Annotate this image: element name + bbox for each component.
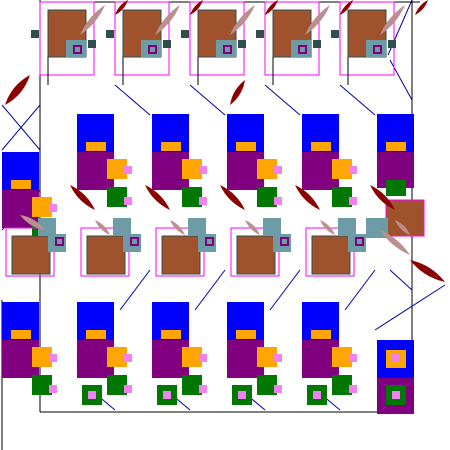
- top-slate-square: [331, 30, 339, 38]
- orange-tab: [86, 142, 106, 151]
- mid-brown-tile: [12, 236, 50, 274]
- mid-teal-step-upper: [188, 218, 206, 236]
- top-brown-tile-row: [31, 2, 396, 85]
- pink-dot: [349, 166, 357, 174]
- top-teal-notch: [141, 40, 161, 57]
- leaf: [230, 80, 245, 105]
- connector-line: [390, 60, 412, 100]
- pink-dot: [199, 385, 207, 393]
- top-teal-notch: [366, 40, 386, 57]
- orange-tab: [386, 142, 406, 151]
- green-square: [386, 180, 406, 196]
- connector-line: [390, 270, 412, 290]
- orange-tab: [311, 330, 331, 339]
- pink-dot: [274, 166, 282, 174]
- mid-brown-tile: [87, 236, 125, 274]
- top-teal-notch: [216, 40, 236, 57]
- orange-tab: [311, 142, 331, 151]
- leaf: [410, 260, 445, 282]
- pink-dot: [124, 197, 132, 205]
- connector-line: [265, 85, 300, 115]
- orange-tab: [236, 330, 256, 339]
- mid-brown-tile: [237, 236, 275, 274]
- pink-dot: [124, 354, 132, 362]
- top-teal-notch: [291, 40, 311, 57]
- pink-dot-bottom: [313, 391, 321, 399]
- pink-dot: [199, 197, 207, 205]
- pink-dot: [199, 166, 207, 174]
- top-slate-square-right: [88, 40, 96, 48]
- mid-teal-step-upper: [338, 218, 356, 236]
- connector-line: [190, 85, 225, 115]
- outer-frame: [2, 0, 420, 450]
- pink-dot: [274, 354, 282, 362]
- pink-dot: [49, 385, 57, 393]
- orange-tab: [86, 330, 106, 339]
- pink-dot: [392, 354, 400, 362]
- lower-blue-module-row: [2, 302, 414, 414]
- pink-dot-bottom: [88, 391, 96, 399]
- pink-dot: [124, 166, 132, 174]
- top-slate-square: [256, 30, 264, 38]
- orange-tab: [11, 180, 31, 189]
- top-slate-square: [181, 30, 189, 38]
- pink-dot: [199, 354, 207, 362]
- pink-dot: [49, 204, 57, 212]
- pink-dot-bottom: [163, 391, 171, 399]
- mid-teal-step-upper: [113, 218, 131, 236]
- pink-dot: [349, 197, 357, 205]
- top-teal-notch: [66, 40, 86, 57]
- orange-tab: [161, 142, 181, 151]
- pink-dot: [349, 354, 357, 362]
- pink-dot: [274, 197, 282, 205]
- middle-brown-tile-row: [6, 200, 424, 276]
- connector-line: [375, 285, 445, 330]
- pink-dot: [349, 385, 357, 393]
- top-slate-square-right: [388, 40, 396, 48]
- pink-dot: [124, 385, 132, 393]
- connector-line: [340, 85, 375, 115]
- top-slate-square: [106, 30, 114, 38]
- mid-brown-tile: [162, 236, 200, 274]
- leaf: [5, 75, 30, 105]
- pink-dot-bottom: [392, 391, 400, 399]
- orange-tab: [161, 330, 181, 339]
- orange-tab: [236, 142, 256, 151]
- top-slate-square-right: [163, 40, 171, 48]
- mid-teal-step-upper: [263, 218, 281, 236]
- orange-tab: [11, 330, 31, 339]
- pink-dot-bottom: [238, 391, 246, 399]
- mid-brown-tile: [312, 236, 350, 274]
- top-slate-square-right: [313, 40, 321, 48]
- connector-line: [115, 85, 150, 115]
- top-slate-square-right: [238, 40, 246, 48]
- pink-dot: [49, 354, 57, 362]
- top-slate-square: [31, 30, 39, 38]
- pink-dot: [274, 385, 282, 393]
